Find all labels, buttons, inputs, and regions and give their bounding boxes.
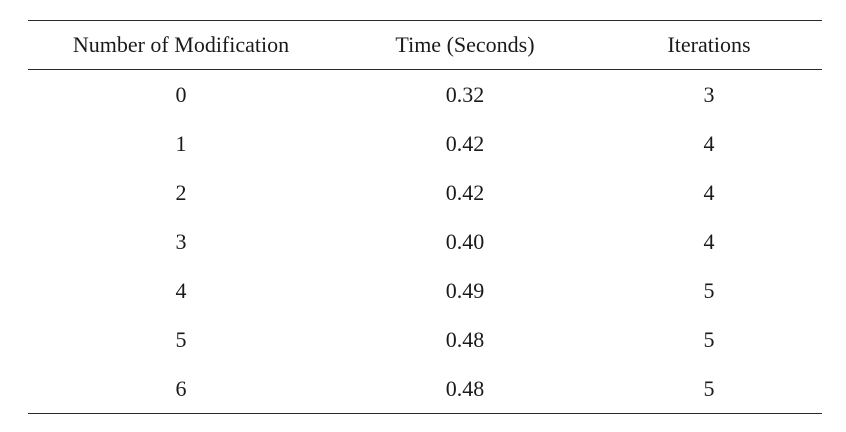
table-row: 3 0.40 4 (28, 217, 822, 266)
table-row: 2 0.42 4 (28, 168, 822, 217)
header-row: Number of Modification Time (Seconds) It… (28, 21, 822, 69)
cell-time: 0.42 (445, 130, 485, 156)
cell-iterations: 5 (703, 277, 715, 303)
header-time: Time (Seconds) (395, 32, 535, 57)
data-table: Number of Modification Time (Seconds) It… (28, 21, 822, 69)
cell-modification: 6 (175, 375, 187, 401)
table-row: 5 0.48 5 (28, 315, 822, 364)
table-row: 0 0.32 3 (28, 70, 822, 119)
cell-modification: 3 (175, 228, 187, 254)
cell-modification: 1 (175, 130, 187, 156)
cell-iterations: 4 (703, 130, 715, 156)
header-rule (28, 69, 822, 70)
header-iterations: Iterations (667, 32, 751, 57)
cell-iterations: 4 (703, 179, 715, 205)
top-rule (28, 20, 822, 21)
cell-time: 0.49 (445, 277, 485, 303)
table-row: 4 0.49 5 (28, 266, 822, 315)
cell-modification: 5 (175, 326, 187, 352)
cell-time: 0.48 (445, 326, 485, 352)
cell-iterations: 5 (703, 375, 715, 401)
data-table-body: 0 0.32 3 1 0.42 4 2 0.42 4 3 0.40 4 4 0. (28, 70, 822, 413)
cell-iterations: 5 (703, 326, 715, 352)
cell-modification: 4 (175, 277, 187, 303)
cell-time: 0.48 (445, 375, 485, 401)
table-row: 1 0.42 4 (28, 119, 822, 168)
cell-time: 0.32 (445, 81, 485, 107)
bottom-rule (28, 413, 822, 414)
cell-iterations: 4 (703, 228, 715, 254)
results-table: Number of Modification Time (Seconds) It… (28, 20, 822, 414)
cell-modification: 2 (175, 179, 187, 205)
cell-time: 0.40 (445, 228, 485, 254)
table-row: 6 0.48 5 (28, 364, 822, 413)
cell-modification: 0 (175, 81, 187, 107)
cell-iterations: 3 (703, 81, 715, 107)
cell-time: 0.42 (445, 179, 485, 205)
header-modification: Number of Modification (72, 32, 290, 57)
